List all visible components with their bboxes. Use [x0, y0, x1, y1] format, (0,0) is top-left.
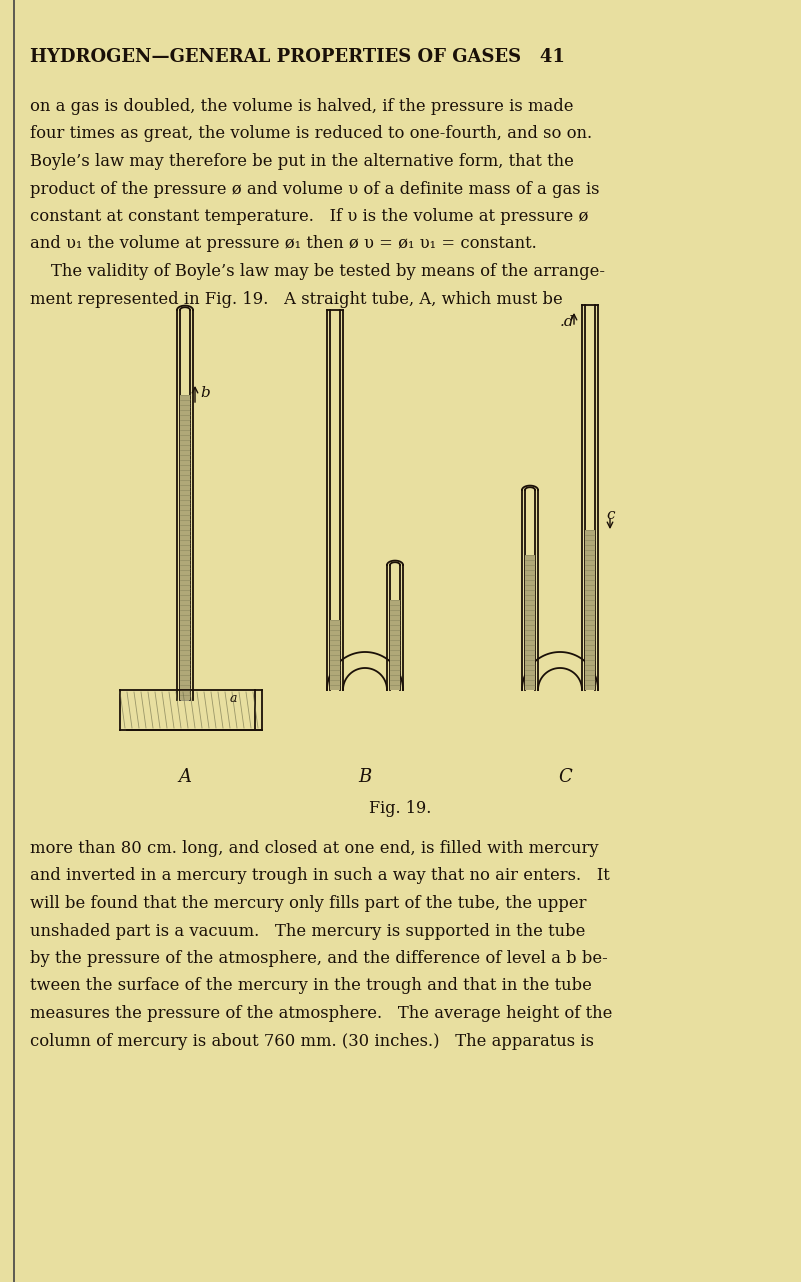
Text: c: c — [606, 508, 614, 522]
Polygon shape — [330, 620, 340, 690]
Text: constant at constant temperature.   If υ is the volume at pressure ø: constant at constant temperature. If υ i… — [30, 208, 589, 226]
Polygon shape — [180, 395, 190, 700]
Text: Fig. 19.: Fig. 19. — [368, 800, 431, 817]
Polygon shape — [390, 600, 400, 690]
Text: and υ₁ the volume at pressure ø₁ then ø υ = ø₁ υ₁ = constant.: and υ₁ the volume at pressure ø₁ then ø … — [30, 236, 537, 253]
Text: column of mercury is about 760 mm. (30 inches.)   The apparatus is: column of mercury is about 760 mm. (30 i… — [30, 1032, 594, 1050]
Text: a: a — [230, 691, 238, 705]
Text: measures the pressure of the atmosphere.   The average height of the: measures the pressure of the atmosphere.… — [30, 1005, 613, 1022]
Text: more than 80 cm. long, and closed at one end, is filled with mercury: more than 80 cm. long, and closed at one… — [30, 840, 598, 856]
Text: HYDROGEN—GENERAL PROPERTIES OF GASES   41: HYDROGEN—GENERAL PROPERTIES OF GASES 41 — [30, 47, 565, 65]
Text: by the pressure of the atmosphere, and the difference of level a b be-: by the pressure of the atmosphere, and t… — [30, 950, 608, 967]
Text: The validity of Boyle’s law may be tested by means of the arrange-: The validity of Boyle’s law may be teste… — [30, 263, 605, 279]
Polygon shape — [585, 529, 595, 690]
Text: on a gas is doubled, the volume is halved, if the pressure is made: on a gas is doubled, the volume is halve… — [30, 97, 574, 115]
Text: ment represented in Fig. 19.   A straight tube, A, which must be: ment represented in Fig. 19. A straight … — [30, 291, 563, 308]
Text: product of the pressure ø and volume υ of a definite mass of a gas is: product of the pressure ø and volume υ o… — [30, 181, 599, 197]
Text: .d: .d — [560, 315, 574, 329]
Text: will be found that the mercury only fills part of the tube, the upper: will be found that the mercury only fill… — [30, 895, 586, 912]
Text: B: B — [358, 768, 372, 786]
Text: A: A — [179, 768, 191, 786]
Text: and inverted in a mercury trough in such a way that no air enters.   It: and inverted in a mercury trough in such… — [30, 868, 610, 885]
Polygon shape — [525, 555, 535, 690]
Text: Boyle’s law may therefore be put in the alternative form, that the: Boyle’s law may therefore be put in the … — [30, 153, 574, 171]
Text: tween the surface of the mercury in the trough and that in the tube: tween the surface of the mercury in the … — [30, 977, 592, 995]
Text: four times as great, the volume is reduced to one-fourth, and so on.: four times as great, the volume is reduc… — [30, 126, 592, 142]
Text: b: b — [200, 386, 210, 400]
Text: C: C — [558, 768, 572, 786]
Text: unshaded part is a vacuum.   The mercury is supported in the tube: unshaded part is a vacuum. The mercury i… — [30, 923, 586, 940]
